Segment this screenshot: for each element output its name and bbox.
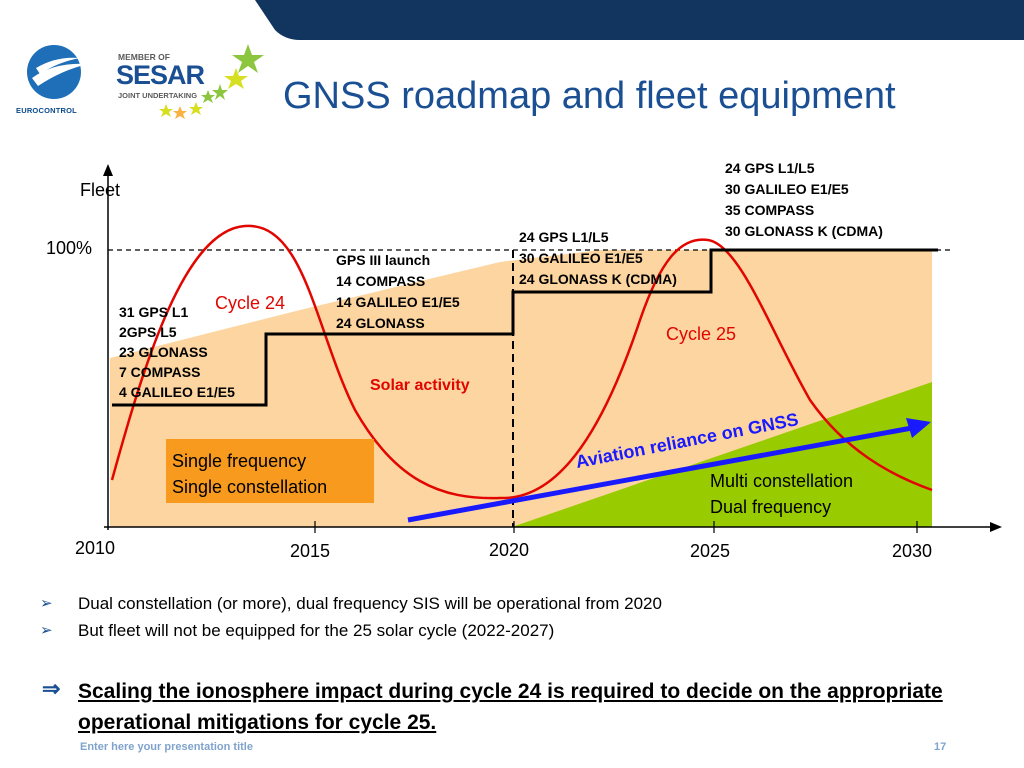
multi-constellation-label: Multi constellation bbox=[710, 471, 854, 491]
bullet-item: ➢ Dual constellation (or more), dual fre… bbox=[40, 594, 662, 621]
step4-line4: 30 GLONASS K (CDMA) bbox=[725, 223, 883, 239]
step4-line1: 24 GPS L1/L5 bbox=[725, 160, 815, 176]
sesar-member-label: MEMBER OF bbox=[118, 52, 170, 62]
aviation-reliance-arrowhead bbox=[906, 418, 931, 438]
step1-line2: 2GPS L5 bbox=[119, 324, 177, 340]
page-title: GNSS roadmap and fleet equipment bbox=[283, 75, 896, 117]
bullet-arrow-icon: ➢ bbox=[40, 595, 53, 612]
y-axis-arrow bbox=[103, 164, 113, 176]
step-label-2025: 24 GPS L1/L5 30 GALILEO E1/E5 35 COMPASS… bbox=[725, 158, 883, 242]
aviation-reliance-arrow bbox=[407, 425, 913, 523]
eurocontrol-logo-icon bbox=[27, 45, 88, 99]
step-label-2020: 24 GPS L1/L5 30 GALILEO E1/E5 24 GLONASS… bbox=[519, 227, 677, 290]
step4-line2: 30 GALILEO E1/E5 bbox=[725, 181, 849, 197]
step2-line4: 24 GLONASS bbox=[336, 315, 425, 331]
x-tick-2030: 2030 bbox=[892, 541, 933, 561]
step3-line3: 24 GLONASS K (CDMA) bbox=[519, 271, 677, 287]
header-bar bbox=[0, 0, 1024, 40]
step1-line1: 31 GPS L1 bbox=[119, 304, 189, 320]
step2-line1: GPS III launch bbox=[336, 252, 431, 268]
dual-frequency-label: Dual frequency bbox=[710, 497, 832, 517]
y-axis-label: Fleet bbox=[80, 180, 121, 200]
x-axis-arrow bbox=[990, 522, 1002, 532]
cycle-24-label: Cycle 24 bbox=[215, 293, 286, 313]
solar-activity-curve bbox=[110, 224, 933, 500]
page-number: 17 bbox=[934, 741, 947, 753]
y-100-label: 100% bbox=[46, 238, 93, 258]
bullet-arrow-icon: ➢ bbox=[40, 622, 53, 639]
sesar-stars-icon bbox=[159, 44, 264, 119]
multi-constellation-block: Multi constellation Dual frequency bbox=[710, 468, 853, 520]
sesar-sub-label: JOINT UNDERTAKING bbox=[118, 91, 198, 100]
step3-line2: 30 GALILEO E1/E5 bbox=[519, 250, 643, 266]
sesar-logo-text: SESAR bbox=[116, 60, 205, 90]
step1-line5: 4 GALILEO E1/E5 bbox=[119, 384, 235, 400]
single-frequency-label: Single frequency bbox=[172, 451, 307, 471]
x-tick-2015: 2015 bbox=[290, 541, 331, 561]
x-tick-2020: 2020 bbox=[489, 540, 530, 560]
footer-title: Enter here your presentation title bbox=[80, 741, 253, 753]
step1-line4: 7 COMPASS bbox=[119, 364, 201, 380]
bullet-list: ➢ Dual constellation (or more), dual fre… bbox=[40, 594, 662, 648]
cycle-25-label: Cycle 25 bbox=[666, 324, 737, 344]
solar-activity-label: Solar activity bbox=[370, 377, 470, 394]
constellation-step-line bbox=[112, 248, 938, 407]
step4-line3: 35 COMPASS bbox=[725, 202, 815, 218]
single-constellation-label: Single constellation bbox=[172, 477, 328, 497]
step-label-2014: GPS III launch 14 COMPASS 14 GALILEO E1/… bbox=[336, 250, 460, 334]
x-tick-2010: 2010 bbox=[75, 538, 116, 558]
step1-line3: 23 GLONASS bbox=[119, 344, 208, 360]
x-tick-2025: 2025 bbox=[690, 541, 731, 561]
step3-line1: 24 GPS L1/L5 bbox=[519, 229, 609, 245]
bullet-text: Dual constellation (or more), dual frequ… bbox=[78, 594, 662, 613]
conclusion-block: ⇒ Scaling the ionosphere impact during c… bbox=[42, 676, 1002, 738]
bullet-text: But fleet will not be equipped for the 2… bbox=[78, 621, 555, 640]
step2-line3: 14 GALILEO E1/E5 bbox=[336, 294, 460, 310]
implies-arrow-icon: ⇒ bbox=[42, 676, 61, 701]
step2-line2: 14 COMPASS bbox=[336, 273, 426, 289]
dual-frequency-area bbox=[512, 382, 932, 527]
conclusion-text: Scaling the ionosphere impact during cyc… bbox=[78, 680, 943, 734]
step-label-2010: 31 GPS L1 2GPS L5 23 GLONASS 7 COMPASS 4… bbox=[119, 302, 235, 402]
eurocontrol-label: EUROCONTROL bbox=[16, 106, 77, 115]
bullet-item: ➢ But fleet will not be equipped for the… bbox=[40, 621, 662, 648]
single-frequency-box: Single frequency Single constellation bbox=[166, 439, 374, 503]
